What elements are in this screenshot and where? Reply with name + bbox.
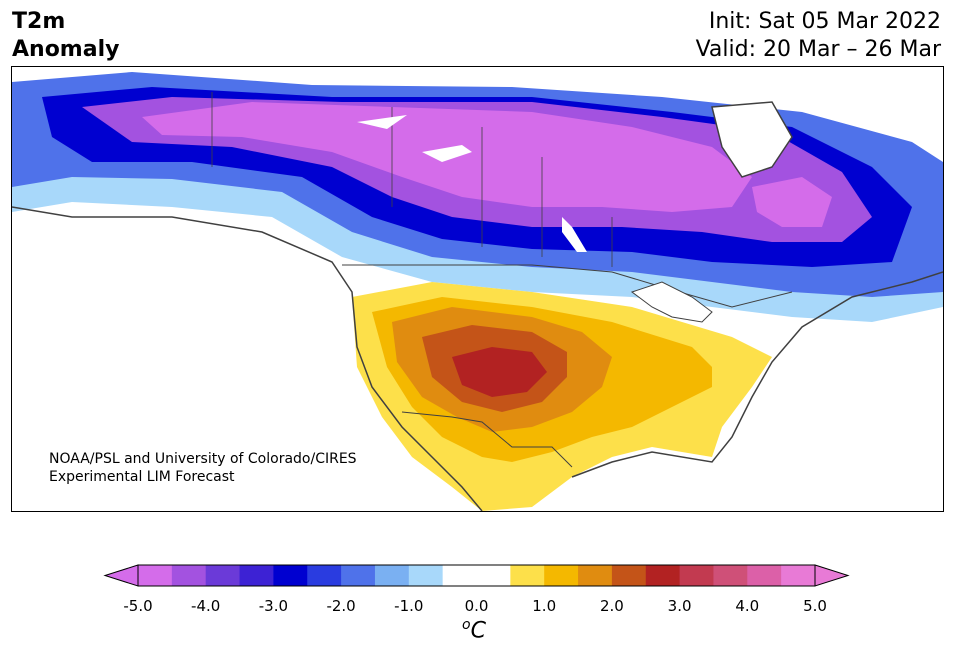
colorbar-swatch bbox=[679, 565, 714, 586]
valid-range: Valid: 20 Mar – 26 Mar bbox=[695, 37, 941, 62]
colorbar-swatch bbox=[374, 565, 410, 586]
colorbar-swatch bbox=[476, 565, 511, 586]
colorbar-swatch bbox=[273, 565, 308, 586]
title-right: Init: Sat 05 Mar 2022 Valid: 20 Mar – 26… bbox=[696, 8, 941, 64]
lake-winnipeg bbox=[562, 217, 587, 252]
colorbar-swatch bbox=[205, 565, 241, 586]
great-bear-lake bbox=[357, 115, 407, 129]
colorbar-swatch bbox=[239, 565, 274, 586]
colorbar-swatch bbox=[307, 565, 342, 586]
colorbar-tick-label: 4.0 bbox=[735, 597, 760, 615]
us-canada-border bbox=[342, 264, 793, 308]
colorbar-tick-label: 1.0 bbox=[532, 597, 557, 615]
colorbar-tick-label: -1.0 bbox=[394, 597, 424, 615]
credit: NOAA/PSL and University of Colorado/CIRE… bbox=[49, 450, 357, 486]
colorbar-tick-label: -3.0 bbox=[258, 597, 289, 615]
anomaly-map bbox=[12, 72, 943, 511]
colorbar-unit: oC bbox=[462, 617, 486, 643]
credit-line-2: Experimental LIM Forecast bbox=[49, 469, 235, 485]
colorbar-swatch bbox=[171, 565, 207, 586]
colorbar-tick-label: 3.0 bbox=[667, 597, 692, 615]
colorbar-tick-label: -4.0 bbox=[191, 597, 221, 615]
colorbar-swatch bbox=[544, 565, 579, 586]
colorbar-max-arrow bbox=[814, 564, 850, 587]
colorbar-swatch bbox=[713, 565, 748, 586]
colorbar-tick-label: 0.0 bbox=[464, 597, 489, 615]
colorbar-swatch bbox=[138, 565, 173, 586]
great-slave-lake bbox=[422, 145, 472, 162]
map-frame bbox=[11, 66, 944, 512]
credit-line-1: NOAA/PSL and University of Colorado/CIRE… bbox=[49, 451, 357, 467]
colorbar-swatch bbox=[578, 565, 613, 586]
colorbar-svg bbox=[103, 564, 850, 587]
colorbar-swatch bbox=[781, 565, 816, 586]
cold-core-east bbox=[752, 177, 832, 227]
unit-label: C bbox=[470, 618, 486, 644]
colorbar bbox=[0, 560, 953, 656]
colorbar-tick-label: 5.0 bbox=[803, 597, 827, 615]
colorbar-swatch bbox=[442, 565, 477, 586]
us-mexico-border bbox=[401, 411, 573, 468]
colorbar-tick-label: -2.0 bbox=[326, 597, 356, 615]
colorbar-outline bbox=[137, 564, 816, 587]
colorbar-tick-label: -5.0 bbox=[123, 597, 153, 615]
provincial-borders bbox=[211, 92, 613, 267]
colorbar-swatch bbox=[747, 565, 782, 586]
colorbar-swatch bbox=[645, 565, 681, 586]
unit-superscript: o bbox=[462, 617, 471, 633]
title-line-2: Anomaly bbox=[12, 37, 120, 62]
colorbar-swatch bbox=[408, 565, 444, 586]
colorbar-tick-label: 2.0 bbox=[599, 597, 624, 615]
hudson-bay bbox=[711, 101, 793, 178]
warm-core bbox=[452, 347, 547, 397]
colorbar-min-arrow bbox=[103, 564, 139, 587]
great-lakes bbox=[630, 281, 713, 323]
colorbar-swatch bbox=[611, 565, 647, 586]
colorbar-swatch bbox=[341, 565, 376, 586]
title-line-1: T2m bbox=[12, 9, 66, 34]
colorbar-swatch bbox=[510, 565, 545, 586]
coastline bbox=[12, 206, 943, 511]
init-date: Init: Sat 05 Mar 2022 bbox=[708, 9, 941, 34]
title-left: T2m Anomaly bbox=[12, 8, 119, 64]
